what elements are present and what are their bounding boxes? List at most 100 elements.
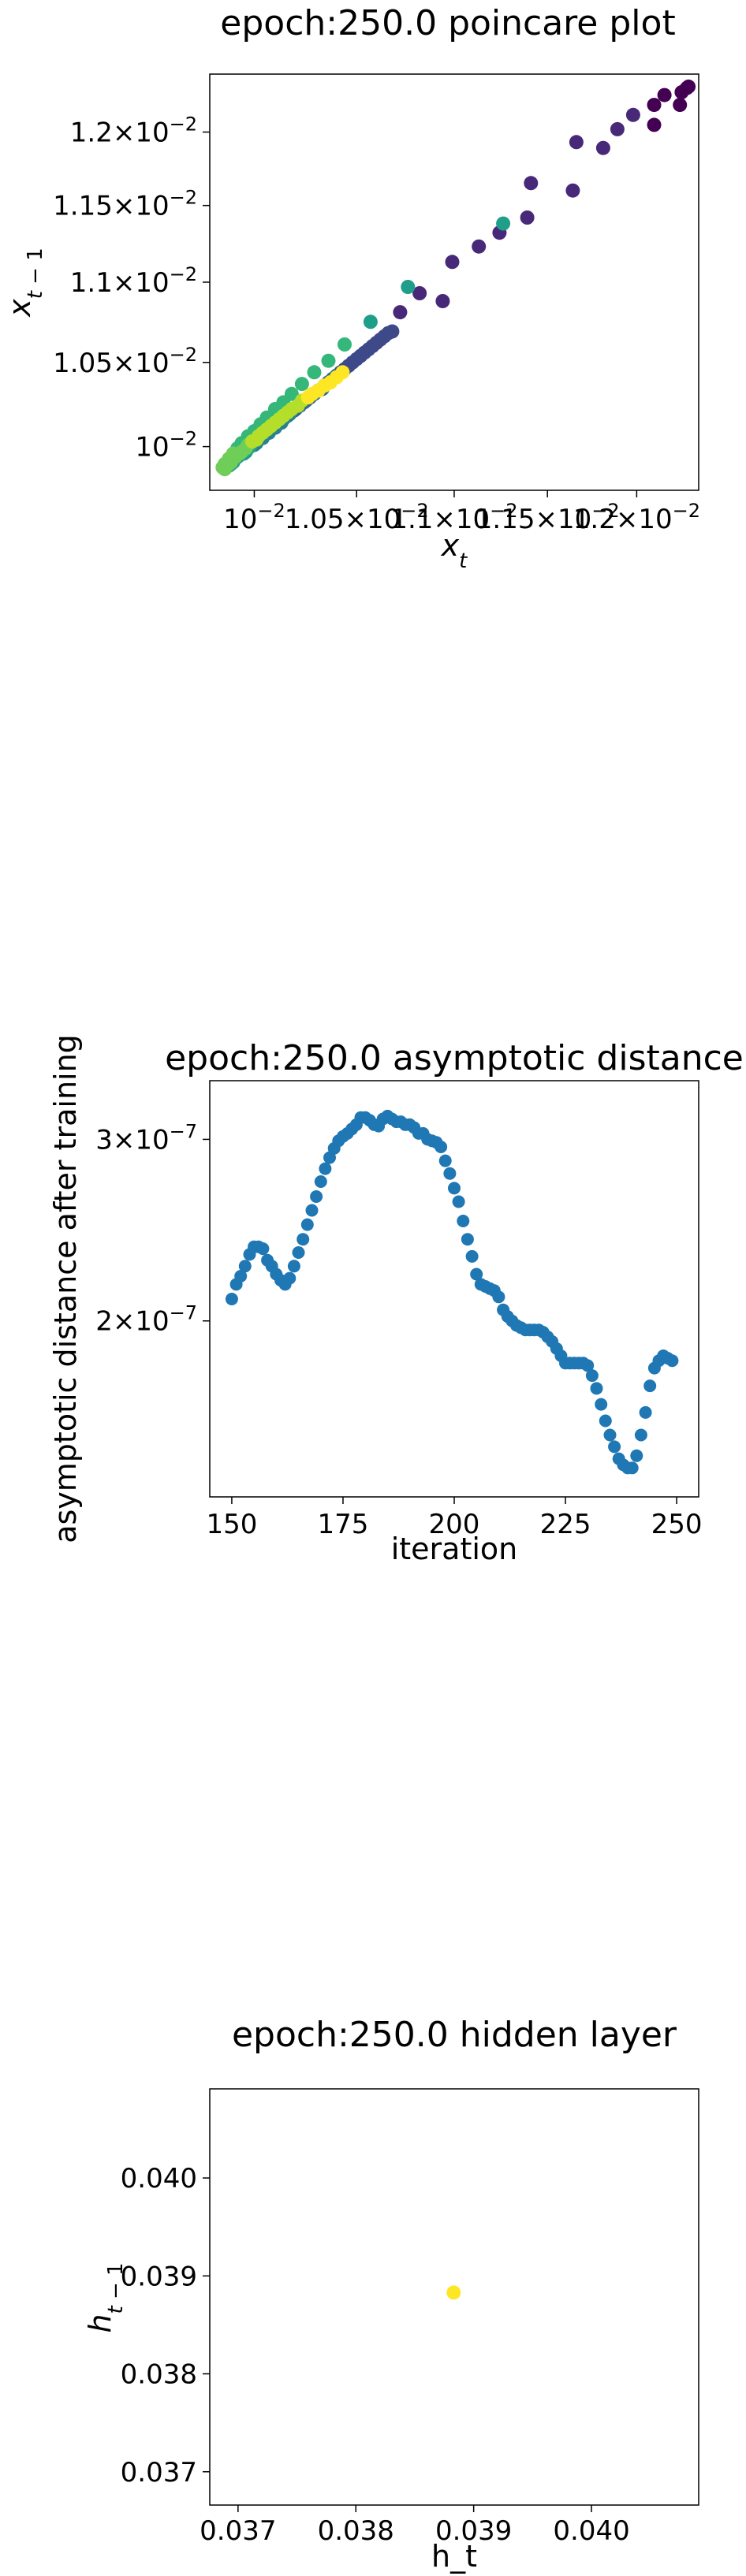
poincare-point [363, 315, 378, 329]
distance-point [435, 1141, 448, 1153]
hidden-title: epoch:250.0 hidden layer [232, 2015, 677, 2055]
poincare-x-ticks: 10−2 1.05×10−21.1×10−21.15×10−21.2×10−2 [223, 490, 700, 535]
distance-x-label: iteration [391, 1532, 518, 1566]
distance-point [590, 1382, 603, 1395]
distance-y-label: asymptotic distance after training [48, 1034, 83, 1543]
distance-point [314, 1175, 327, 1188]
poincare-point [524, 176, 539, 191]
x-tick-label: 0.040 [553, 2515, 629, 2547]
poincare-title: epoch:250.0 poincare plot [220, 3, 675, 43]
distance-x-ticks: 150 175 200 225 250 [206, 1497, 703, 1540]
distance-point [492, 1290, 505, 1304]
y-tick-label: 10−2 [135, 428, 197, 463]
poincare-point [657, 87, 672, 102]
distance-point [599, 1414, 612, 1428]
distance-point [287, 1260, 300, 1273]
x-tick-label: 1.2×10−2 [573, 500, 700, 535]
distance-point [305, 1204, 319, 1217]
x-tick-label: 250 [651, 1509, 703, 1540]
y-tick-label: 0.037 [121, 2457, 197, 2489]
distance-point [625, 1461, 639, 1475]
y-tick-label: 0.039 [121, 2261, 197, 2292]
distance-point [608, 1440, 621, 1454]
x-tick-label: 225 [540, 1509, 591, 1540]
hidden-x-ticks: 0.037 0.038 0.039 0.040 [200, 2505, 630, 2547]
y-tick-label: 0.038 [121, 2359, 197, 2391]
distance-point [643, 1379, 657, 1393]
distance-point [639, 1405, 652, 1419]
hidden-y-ticks: 0.037 0.038 0.039 0.040 [121, 2163, 210, 2489]
x-tick-label: 0.038 [318, 2515, 394, 2547]
distance-point [234, 1270, 248, 1282]
distance-point [585, 1369, 599, 1383]
distance-title: epoch:250.0 asymptotic distance [165, 1038, 744, 1078]
distance-point [603, 1428, 617, 1442]
distance-panel: epoch:250.0 asymptotic distance 150 175 20… [48, 1034, 744, 1566]
x-tick-label: 1.15×10−2 [476, 500, 620, 535]
poincare-point [565, 183, 580, 198]
hidden-plot-area [209, 2088, 699, 2506]
distance-point [452, 1195, 465, 1208]
distance-point [666, 1354, 679, 1368]
poincare-point [307, 365, 322, 380]
hidden-x-label: h_t [431, 2539, 477, 2574]
poincare-point [647, 98, 662, 113]
y-tick-label: 1.2×10−2 [70, 114, 197, 149]
x-tick-label: 0.039 [435, 2515, 512, 2547]
poincare-y-ticks: 10−2 1.05×10−2 1.1×10−2 1.15×10−2 1.2×10−2 [53, 114, 210, 463]
distance-point [297, 1233, 310, 1246]
poincare-point [673, 98, 688, 113]
poincare-x-label: xt [441, 528, 468, 573]
poincare-point [647, 117, 662, 132]
distance-point [310, 1190, 323, 1203]
distance-points [225, 1109, 679, 1475]
x-tick-label: 10−2 [223, 500, 285, 535]
distance-point [238, 1260, 252, 1273]
distance-point [283, 1271, 297, 1285]
distance-point [438, 1154, 452, 1167]
poincare-point [294, 377, 309, 392]
y-tick-label: 0.040 [121, 2163, 197, 2194]
distance-point [595, 1398, 608, 1411]
poincare-point [625, 107, 640, 122]
poincare-point [393, 305, 408, 320]
distance-point [300, 1218, 314, 1231]
distance-point [581, 1359, 595, 1372]
poincare-point [338, 337, 352, 352]
poincare-point [569, 135, 584, 150]
poincare-point [335, 365, 350, 380]
poincare-panel: epoch:250.0 poincare plot 10−2 1.05×10−21… [2, 3, 700, 573]
x-tick-label: 175 [318, 1509, 369, 1540]
y-tick-label: 1.15×10−2 [53, 187, 197, 222]
poincare-point [445, 255, 460, 270]
poincare-point [674, 85, 689, 99]
distance-point [443, 1167, 457, 1180]
x-tick-label: 1.1×10−2 [390, 500, 517, 535]
hidden-y-label: ht − 1 [83, 2262, 128, 2332]
hidden-point [446, 2285, 461, 2300]
poincare-point [496, 216, 511, 231]
x-tick-label: 200 [429, 1509, 480, 1540]
hidden-panel: epoch:250.0 hidden layer 0.037 0.038 0.039… [83, 2015, 699, 2574]
poincare-point [321, 353, 336, 368]
hidden-points [446, 2285, 461, 2300]
x-tick-label: 0.037 [200, 2515, 276, 2547]
poincare-point [472, 239, 487, 254]
poincare-point [595, 140, 610, 155]
y-tick-label: 1.1×10−2 [70, 263, 197, 299]
distance-point [457, 1215, 470, 1227]
distance-point [461, 1233, 474, 1246]
distance-point [634, 1428, 647, 1442]
y-tick-label: 3×10−7 [95, 1120, 197, 1156]
poincare-point [520, 210, 535, 225]
poincare-points [215, 79, 696, 477]
x-tick-label: 150 [206, 1509, 257, 1540]
distance-point [225, 1293, 238, 1305]
distance-point [448, 1182, 461, 1195]
distance-point [256, 1242, 270, 1256]
distance-point [465, 1249, 479, 1263]
distance-point [292, 1246, 305, 1259]
distance-point [470, 1268, 483, 1281]
x-tick-label: 1.05×10−2 [285, 500, 429, 535]
